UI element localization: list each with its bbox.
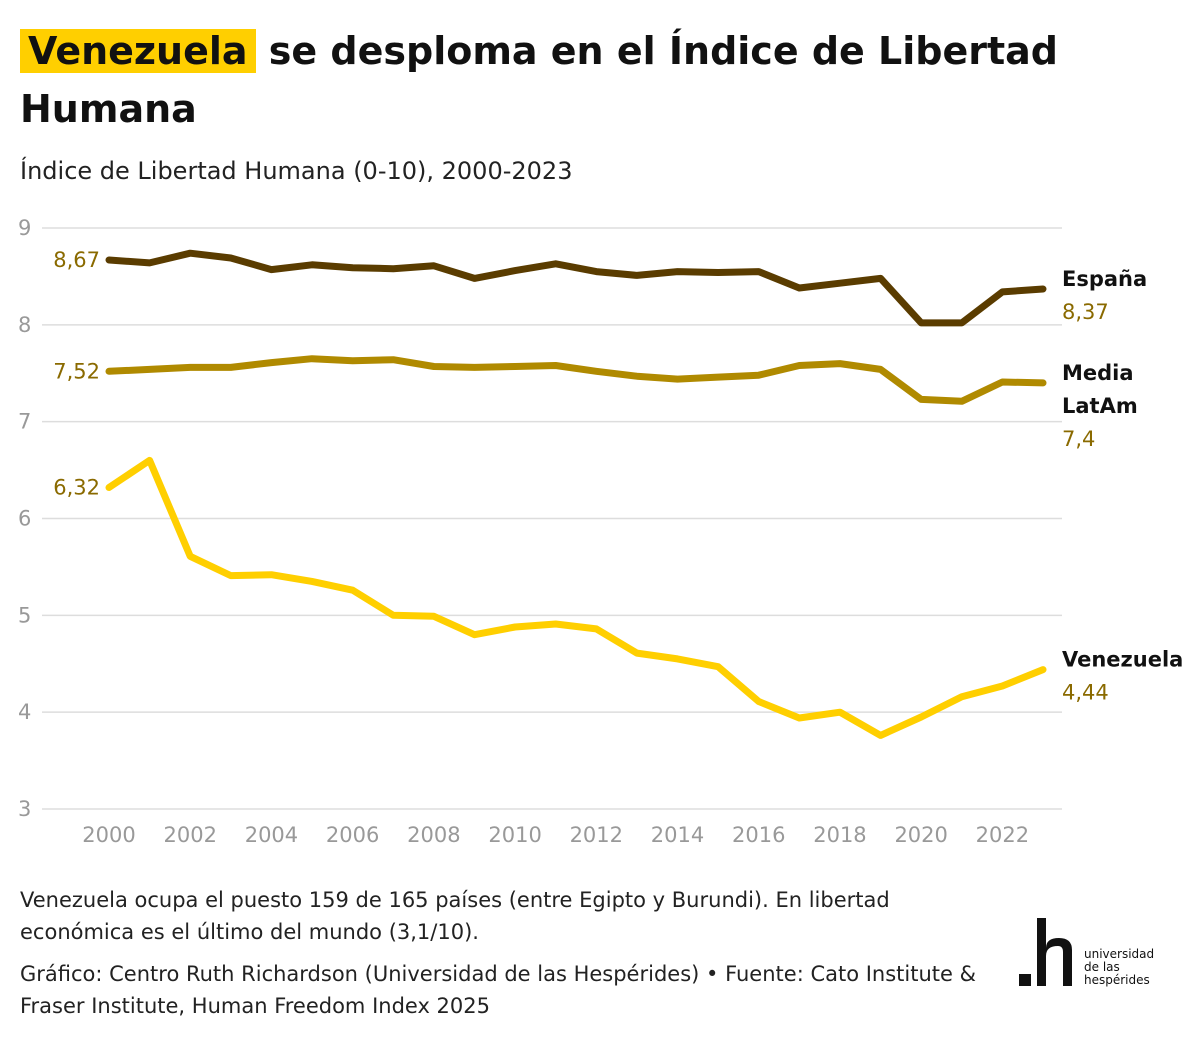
series-labels: 8,67 España 8,37 7,52 Media LatAm 7,4 6,32 Venez… [53,248,1183,705]
x-tick-label-2000: 2000 [82,823,135,847]
start-label-venezuela: 6,32 [53,476,100,500]
y-tick-label-9: 9 [18,216,31,240]
logo-text: universidad de las hespérides [1084,948,1154,987]
x-axis-labels: 2000 2002 2004 2006 2008 2010 2012 2014 2016 2018… [82,823,1029,847]
series-name-venezuela-0: Venezuela [1062,648,1183,672]
logo-line-3: hespérides [1084,973,1150,987]
series-line-espana [105,249,1047,327]
line-chart: 3 4 5 6 7 8 9 2000 2002 2004 2006 2008 2010 2012 2014… [18,216,1183,847]
chart-title: Venezuela se desploma en el Índice de Li… [20,22,1120,138]
x-tick-label-2004: 2004 [245,823,298,847]
y-tick-label-7: 7 [18,410,31,434]
y-tick-label-6: 6 [18,507,31,531]
series-line-venezuela [105,456,1047,739]
y-tick-label-8: 8 [18,313,31,337]
series-name-media-latam-0: Media [1062,361,1134,385]
x-tick-label-2002: 2002 [163,823,216,847]
series-name-espana-0: España [1062,267,1147,291]
grid-lines [42,227,1062,810]
x-tick-label-2012: 2012 [570,823,623,847]
university-logo: universidad de las hespérides [1015,916,1185,996]
x-tick-label-2020: 2020 [894,823,947,847]
start-label-media-latam: 7,52 [53,359,100,383]
source-credit: Gráfico: Centro Ruth Richardson (Univers… [20,962,976,1018]
title-rest: se desploma en el Índice de Libertad Hum… [20,29,1058,131]
footnote: Venezuela ocupa el puesto 159 de 165 paí… [20,888,890,944]
series-name-media-latam-1: LatAm [1062,394,1138,418]
end-label-espana: 8,37 [1062,300,1109,324]
x-tick-label-2022: 2022 [976,823,1029,847]
y-tick-label-5: 5 [18,603,31,627]
series-lines [105,249,1047,739]
y-tick-label-3: 3 [18,797,31,821]
logo-h-mark [1019,918,1072,986]
logo-line-2: de las [1084,960,1120,974]
start-label-espana: 8,67 [53,248,100,272]
title-highlight: Venezuela [20,29,256,73]
end-label-venezuela: 4,44 [1062,681,1109,705]
x-tick-label-2018: 2018 [813,823,866,847]
x-tick-label-2008: 2008 [407,823,460,847]
x-tick-label-2014: 2014 [651,823,704,847]
x-tick-label-2010: 2010 [488,823,541,847]
end-label-media-latam: 7,4 [1062,427,1095,451]
logo-line-1: universidad [1084,947,1155,961]
x-tick-label-2006: 2006 [326,823,379,847]
x-tick-label-2016: 2016 [732,823,785,847]
y-tick-label-4: 4 [18,700,31,724]
series-line-media-latam [105,355,1047,405]
y-axis-labels: 3 4 5 6 7 8 9 [18,216,31,821]
chart-subtitle: Índice de Libertad Humana (0-10), 2000-2… [20,157,573,185]
